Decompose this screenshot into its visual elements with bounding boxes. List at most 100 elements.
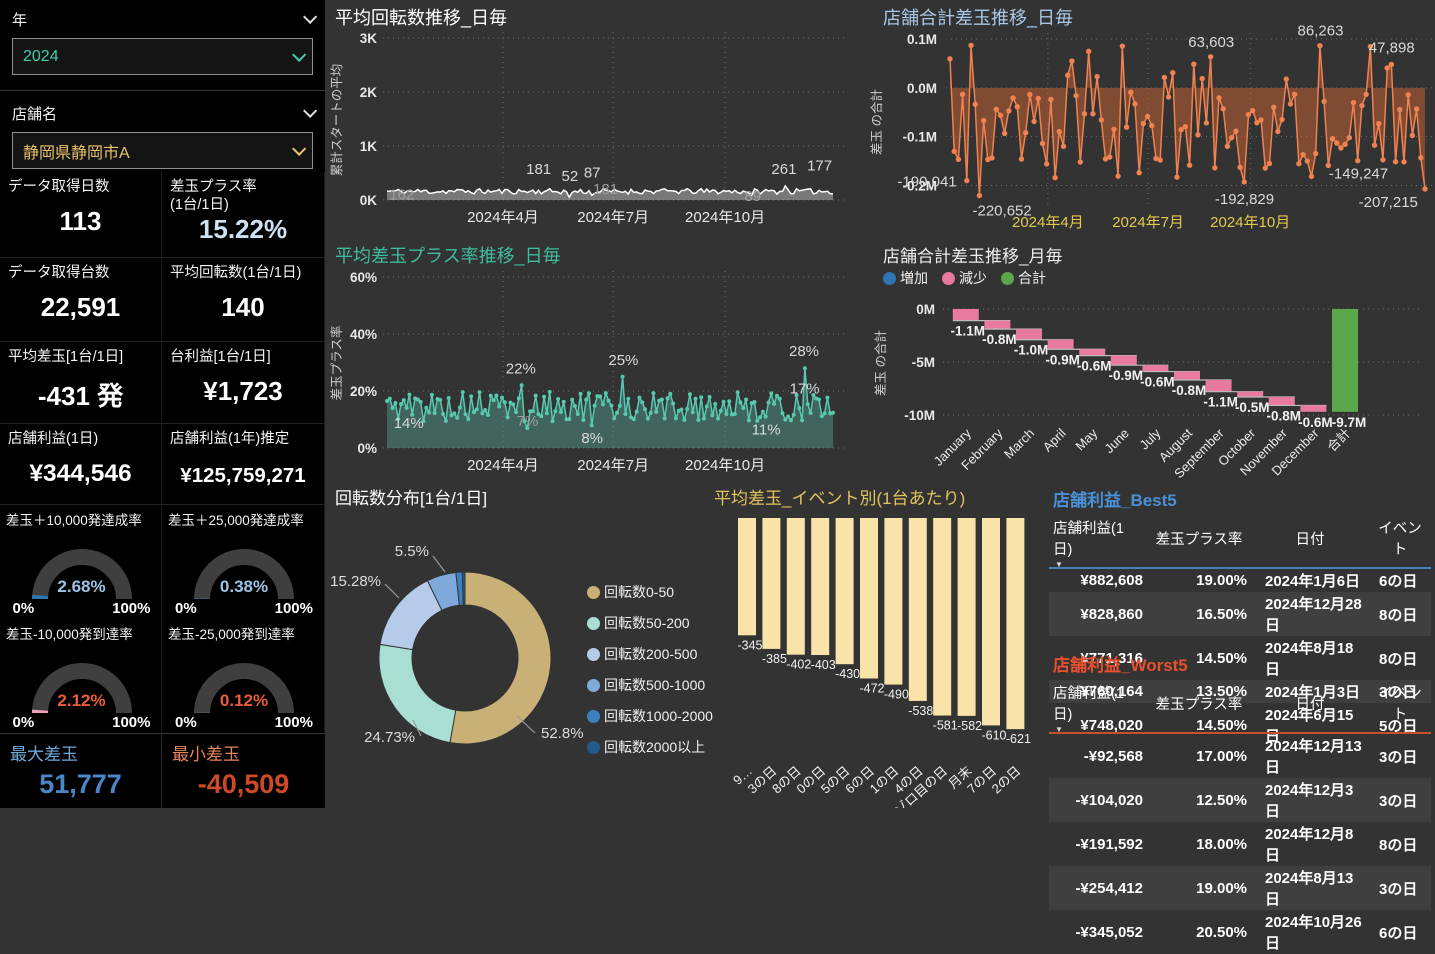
svg-text:March: March	[1001, 426, 1037, 462]
waterfall-bar[interactable]	[1110, 355, 1137, 366]
kpi-value: 140	[221, 292, 265, 323]
table-row[interactable]: -¥104,020 12.50% 2024年12月3日 3の日	[1049, 778, 1431, 822]
bar[interactable]	[786, 518, 805, 655]
kpi-min-balls: 最小差玉 -40,509	[162, 734, 325, 808]
chart-total-balls-monthly[interactable]: 店舗合計差玉推移_月毎 増加 減少 合計 0M -5M -10M -1.1M -0.8M…	[855, 238, 1435, 480]
bar[interactable]	[811, 518, 830, 656]
bar[interactable]	[762, 518, 781, 649]
svg-text:-220,652: -220,652	[973, 203, 1032, 220]
gauge-value: 2.12%	[57, 691, 106, 710]
svg-text:17%: 17%	[790, 381, 820, 398]
gauge-min-label: 0%	[175, 714, 197, 731]
chart-plus-rate-daily[interactable]: 平均差玉プラス率推移_日毎 0% 20% 40% 60% 2024年4月 2024年7月 2…	[325, 238, 855, 480]
waterfall-bar[interactable]	[952, 309, 979, 321]
donut-slice[interactable]	[449, 571, 552, 745]
chart-avg-spins-daily[interactable]: 平均回転数推移_日毎 0K 1K 2K 3K 2024年4月 2024年7月 2024年10…	[325, 0, 855, 238]
svg-text:-1.1M: -1.1M	[1203, 395, 1238, 410]
table-cell: 3の日	[1379, 880, 1418, 898]
chevron-down-icon[interactable]	[292, 141, 307, 156]
table-cell: -¥92,568	[1083, 747, 1143, 765]
column-header-date[interactable]: 日付	[1295, 696, 1325, 713]
chevron-down-icon[interactable]	[292, 47, 307, 62]
donut-slice[interactable]	[461, 571, 466, 606]
kpi-store-profit-year: 店舗利益(1年)推定 ¥125,759,271	[162, 424, 325, 505]
column-header-event[interactable]: イベント	[1378, 686, 1422, 723]
column-header-profit[interactable]: 店舗利益(1日) ▼	[1053, 521, 1124, 569]
year-dropdown[interactable]: 2024	[12, 38, 313, 75]
column-header-date[interactable]: 日付	[1295, 531, 1325, 548]
table-row[interactable]: -¥92,568 17.00% 2024年12月13日 3の日	[1049, 733, 1431, 778]
waterfall-bar[interactable]	[1205, 380, 1232, 392]
legend-item[interactable]: 回転数1000-2000	[587, 706, 713, 726]
gauge-差玉＋25,000発達成率[interactable]: 差玉＋25,000発達成率 0.38% 0% 100%	[162, 505, 325, 619]
waterfall-bar[interactable]	[1016, 329, 1042, 340]
table-row[interactable]: ¥882,608 19.00% 2024年1月6日 6の日	[1049, 568, 1431, 592]
table-header-row: 店舗利益(1日) ▼ 差玉プラス率 日付 イベント	[1049, 515, 1431, 569]
column-header-plusrate[interactable]: 差玉プラス率	[1155, 531, 1243, 548]
waterfall-bar[interactable]	[984, 320, 1011, 330]
waterfall-bar[interactable]	[1237, 391, 1264, 397]
gauge-arc	[193, 549, 294, 600]
gauge-差玉-10,000発到達率[interactable]: 差玉-10,000発到達率 2.12% 0% 100%	[0, 619, 162, 732]
bar[interactable]	[835, 518, 854, 665]
bar[interactable]	[957, 518, 976, 716]
svg-text:2024年10月: 2024年10月	[685, 209, 765, 226]
legend-item-increase[interactable]: 増加	[883, 268, 928, 288]
chevron-down-icon[interactable]	[303, 9, 318, 24]
column-header-plusrate[interactable]: 差玉プラス率	[1155, 696, 1243, 713]
table-cell: 6の日	[1379, 924, 1418, 942]
svg-text:11%: 11%	[752, 422, 781, 439]
waterfall-bar[interactable]	[1174, 371, 1200, 381]
waterfall-bar[interactable]	[1142, 365, 1169, 372]
svg-text:-0.8M: -0.8M	[1267, 408, 1302, 423]
table-cell: 5の日	[1379, 717, 1418, 735]
chevron-down-icon[interactable]	[303, 103, 318, 118]
bar[interactable]	[933, 518, 952, 716]
waterfall-bar[interactable]	[1047, 339, 1074, 350]
legend-item[interactable]: 回転数500-1000	[587, 675, 713, 695]
table-row[interactable]: ¥760,164 13.50% 2024年1月3日 3の日	[1049, 680, 1431, 703]
chart-avg-balls-by-event[interactable]: 平均差玉_イベント別(1台あたり) -345 9… -385 3の日 -402 8の日 -4…	[700, 480, 1045, 808]
table-row[interactable]: ¥748,020 14.50% 2024年6月15日 5の日	[1049, 703, 1431, 747]
gauge-label: 差玉＋25,000発達成率	[168, 513, 304, 528]
table-cell: ¥828,860	[1080, 605, 1143, 623]
column-header-event[interactable]: イベント	[1378, 521, 1422, 558]
legend-item[interactable]: 回転数200-500	[587, 644, 713, 664]
table-cell: 2024年12月28日	[1265, 596, 1362, 634]
legend-item-total[interactable]: 合計	[1001, 268, 1046, 288]
gauge-差玉-25,000発到達率[interactable]: 差玉-25,000発到達率 0.12% 0% 100%	[162, 619, 325, 732]
table-best5: 店舗利益_Best5 店舗利益(1日) ▼ 差玉プラス率 日付 イベント ¥882…	[1045, 480, 1435, 745]
table-row[interactable]: -¥345,052 20.50% 2024年10月26日 6の日	[1049, 910, 1431, 954]
table-row[interactable]: ¥828,860 16.50% 2024年12月28日 8の日	[1049, 592, 1431, 636]
store-dropdown[interactable]: 静岡県静岡市A	[12, 132, 313, 169]
svg-text:2024年4月: 2024年4月	[467, 457, 539, 474]
bar[interactable]	[738, 518, 756, 636]
table-row[interactable]: -¥254,412 19.00% 2024年8月13日 3の日	[1049, 866, 1431, 910]
svg-text:261: 261	[771, 161, 796, 178]
kpi-label: 台利益[1台/1日]	[170, 349, 271, 365]
gauge-差玉＋10,000発達成率[interactable]: 差玉＋10,000発達成率 2.68% 0% 100%	[0, 505, 162, 619]
table-row[interactable]: -¥191,592 18.00% 2024年12月8日 8の日	[1049, 822, 1431, 866]
chart-total-balls-daily[interactable]: 店舗合計差玉推移_日毎 0.1M 0.0M -0.1M -0.2M 2024年4月 202…	[855, 0, 1435, 238]
table-cell: 19.00%	[1196, 879, 1247, 897]
table-cell: 2024年1月6日	[1265, 573, 1361, 590]
column-header-profit[interactable]: 店舗利益(1日) ▼	[1053, 686, 1124, 734]
bar[interactable]	[1006, 518, 1025, 730]
chart-spin-distribution[interactable]: 回転数分布[1台/1日] 回転数0-50 回転数50-200 回転数200-50…	[325, 480, 713, 808]
chart-title: 平均差玉_イベント別(1台あたり)	[714, 489, 966, 508]
legend-item-decrease[interactable]: 減少	[942, 268, 987, 288]
waterfall-bar[interactable]	[1079, 349, 1106, 356]
waterfall-total-bar[interactable]	[1332, 309, 1358, 412]
legend-item[interactable]: 回転数2000以上	[587, 737, 713, 757]
bar[interactable]	[884, 518, 903, 685]
legend-item[interactable]: 回転数50-200	[587, 613, 713, 633]
waterfall-bar[interactable]	[1300, 405, 1327, 412]
bar[interactable]	[860, 518, 878, 679]
legend-item[interactable]: 回転数0-50	[587, 582, 713, 602]
table-row[interactable]: ¥771,316 14.50% 2024年8月18日 8の日	[1049, 636, 1431, 680]
gauge-max-label: 100%	[112, 600, 151, 617]
waterfall-bar[interactable]	[1268, 396, 1295, 406]
bar[interactable]	[982, 518, 1000, 726]
bar[interactable]	[908, 518, 927, 701]
table-cell: 19.00%	[1196, 572, 1247, 589]
